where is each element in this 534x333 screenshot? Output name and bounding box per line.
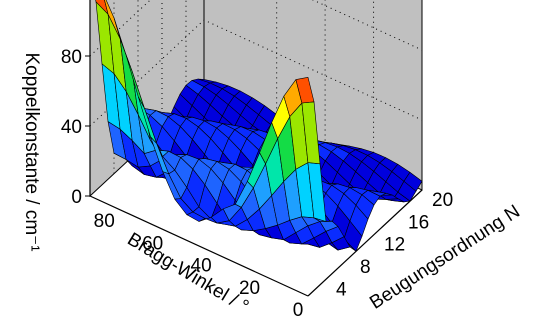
x-tick-label: 40 bbox=[191, 256, 212, 277]
z-tick-label: 0 bbox=[71, 187, 82, 208]
y-tick-label: 16 bbox=[408, 212, 429, 233]
x-axis-line bbox=[89, 195, 309, 297]
y-axis-label: Beugungsordnung N bbox=[366, 201, 524, 314]
surface-plot bbox=[95, 0, 423, 252]
x-tick-label: 80 bbox=[94, 211, 115, 232]
y-tick-label: 8 bbox=[360, 257, 371, 278]
surface-patch bbox=[295, 77, 315, 104]
z-gridline bbox=[89, 19, 423, 127]
y-tick-label: 12 bbox=[384, 235, 405, 256]
z-tick-label: 40 bbox=[61, 117, 82, 138]
x-tick-label: 0 bbox=[293, 300, 304, 321]
y-axis-line bbox=[307, 189, 423, 297]
x-axis-label: Bragg-Winkel / ° bbox=[124, 229, 253, 318]
x-axis-ticks: 80 60 40 20 0 bbox=[94, 211, 304, 321]
z-gridline bbox=[89, 0, 423, 57]
z-axis-label: Koppelkonstante / cm⁻¹ bbox=[21, 52, 42, 251]
z-axis-ticks: 04080120 bbox=[61, 47, 90, 208]
y-tick-label: 4 bbox=[336, 279, 347, 300]
z-tick-label: 80 bbox=[61, 47, 82, 68]
x-tick-label: 20 bbox=[239, 278, 260, 299]
y-tick-label: 20 bbox=[432, 190, 453, 211]
axis-lines bbox=[89, 0, 423, 297]
x-tick-label: 60 bbox=[142, 233, 163, 254]
